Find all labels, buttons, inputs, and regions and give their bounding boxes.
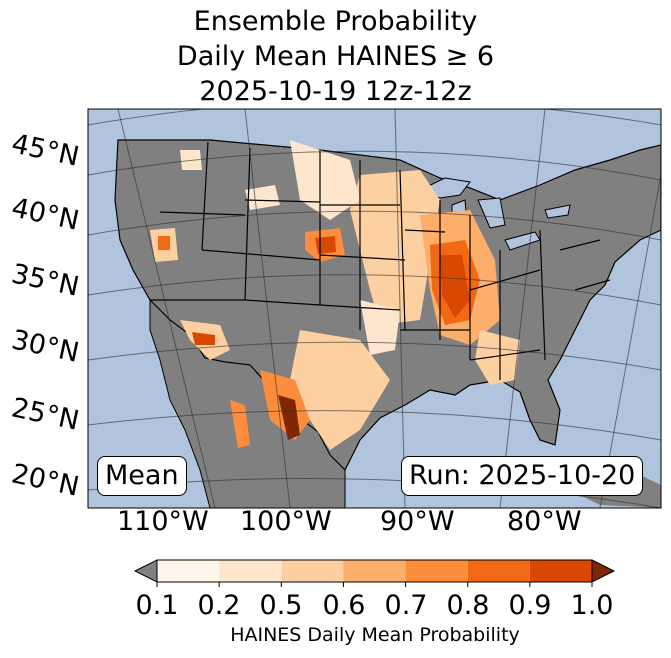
lon-label-80: 80°W bbox=[507, 506, 582, 537]
state-borders bbox=[150, 141, 611, 380]
colorbar-under-arrow bbox=[133, 559, 158, 583]
patch-midwest-peak bbox=[440, 255, 470, 318]
lon-label-110: 110°W bbox=[117, 506, 209, 537]
patch-texas bbox=[290, 330, 390, 450]
colorbar-frame bbox=[156, 559, 593, 583]
colorbar bbox=[133, 559, 616, 587]
colorbar-label: HAINES Daily Mean Probability bbox=[230, 624, 520, 646]
colorbar-segment bbox=[529, 560, 592, 582]
colorbar-tick: 0.8 bbox=[446, 590, 490, 621]
colorbar-tick: 0.2 bbox=[197, 590, 241, 621]
mean-label-box: Mean bbox=[97, 456, 187, 496]
colorbar-segment bbox=[343, 560, 406, 582]
land-mexico bbox=[149, 298, 346, 508]
patch-colorado-core bbox=[315, 236, 336, 254]
colorbar-tick: 0.7 bbox=[384, 590, 428, 621]
colorbar-segment bbox=[467, 560, 530, 582]
colorbar-tick: 1.0 bbox=[570, 590, 614, 621]
patch-nevada-core bbox=[158, 236, 170, 250]
colorbar-tick: 0.6 bbox=[322, 590, 366, 621]
colorbar-tick: 0.1 bbox=[135, 590, 179, 621]
colorbar-segment bbox=[281, 560, 344, 582]
patch-plains bbox=[350, 170, 440, 325]
colorbar-segment bbox=[405, 560, 468, 582]
colorbar-tick: 0.5 bbox=[259, 590, 303, 621]
colorbar-segment bbox=[219, 560, 282, 582]
colorbar-segment bbox=[157, 560, 220, 582]
lon-label-100: 100°W bbox=[240, 506, 332, 537]
map-frame bbox=[87, 108, 662, 509]
graticule bbox=[88, 109, 661, 508]
title-line-1: Ensemble Probability bbox=[193, 6, 478, 37]
colorbar-over-arrow bbox=[591, 559, 616, 583]
title-line-2: Daily Mean HAINES ≥ 6 bbox=[176, 41, 495, 72]
run-label-box: Run: 2025-10-20 bbox=[401, 456, 644, 496]
patch-southeast bbox=[475, 330, 520, 385]
colorbar-tick: 0.9 bbox=[508, 590, 552, 621]
lon-label-90: 90°W bbox=[380, 506, 455, 537]
patch-plains-light bbox=[290, 140, 360, 220]
patch-southwest-core bbox=[192, 332, 215, 345]
patch-texas-light bbox=[360, 300, 400, 355]
title-line-3: 2025-10-19 12z-12z bbox=[199, 76, 472, 107]
patch-mexico-core bbox=[278, 395, 300, 440]
